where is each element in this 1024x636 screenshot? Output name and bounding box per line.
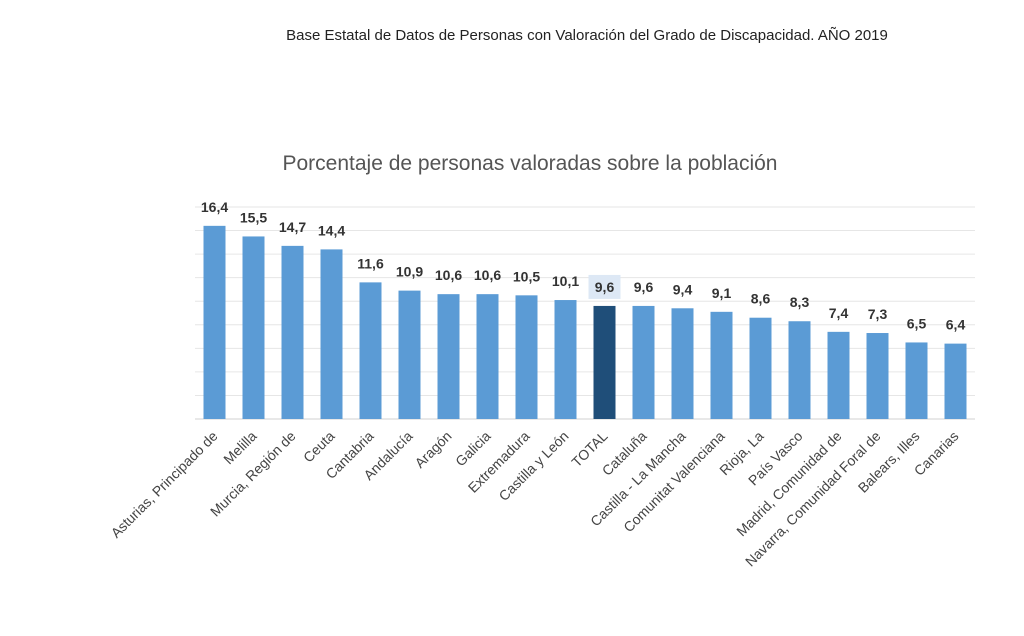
- data-label: 6,4: [946, 317, 966, 333]
- data-label-highlight: [588, 274, 621, 299]
- data-label: 10,6: [435, 267, 462, 283]
- bar-13: [710, 311, 733, 419]
- bar-7: [476, 294, 499, 419]
- data-label: 8,3: [790, 294, 810, 310]
- bar-8: [515, 295, 538, 419]
- data-label: 9,1: [712, 285, 732, 301]
- x-tick-label: Asturias, Principado de: [108, 428, 221, 541]
- bar-5: [398, 290, 421, 419]
- data-label: 7,4: [829, 305, 849, 321]
- bar-6: [437, 294, 460, 419]
- x-tick-label: Aragón: [411, 428, 454, 471]
- bar-15: [788, 321, 811, 419]
- bar-14: [749, 317, 772, 419]
- bar-4: [359, 282, 382, 419]
- document-title: Base Estatal de Datos de Personas con Va…: [286, 27, 888, 44]
- bar-16: [827, 331, 850, 419]
- data-label: 11,6: [357, 255, 384, 271]
- data-label: 14,7: [279, 219, 306, 235]
- bar-18: [905, 342, 928, 419]
- data-label: 10,5: [513, 268, 540, 284]
- data-label: 15,5: [240, 209, 267, 225]
- bar-9: [554, 300, 577, 419]
- bar-0: [203, 225, 226, 419]
- bar-11: [632, 305, 655, 419]
- bar-17: [866, 333, 889, 419]
- data-label: 9,4: [673, 281, 693, 297]
- bar-19: [944, 343, 967, 419]
- data-label: 7,3: [868, 306, 888, 322]
- x-tick-label: Castilla y León: [495, 428, 571, 504]
- data-label: 6,5: [907, 315, 927, 331]
- data-label: 9,6: [634, 279, 654, 295]
- data-label: 16,4: [201, 199, 228, 215]
- data-label: 10,6: [474, 267, 501, 283]
- bar-2: [281, 245, 304, 419]
- bar-3: [320, 249, 343, 419]
- data-label: 8,6: [751, 291, 771, 307]
- data-label: 14,4: [318, 222, 345, 238]
- bar-1: [242, 236, 265, 419]
- bar-12: [671, 308, 694, 419]
- bar-10: [593, 305, 616, 419]
- data-label: 10,1: [552, 273, 579, 289]
- data-label: 9,6: [595, 279, 615, 295]
- data-label: 10,9: [396, 264, 423, 280]
- gridlines: [195, 206, 975, 420]
- chart-title: Porcentaje de personas valoradas sobre l…: [283, 152, 778, 175]
